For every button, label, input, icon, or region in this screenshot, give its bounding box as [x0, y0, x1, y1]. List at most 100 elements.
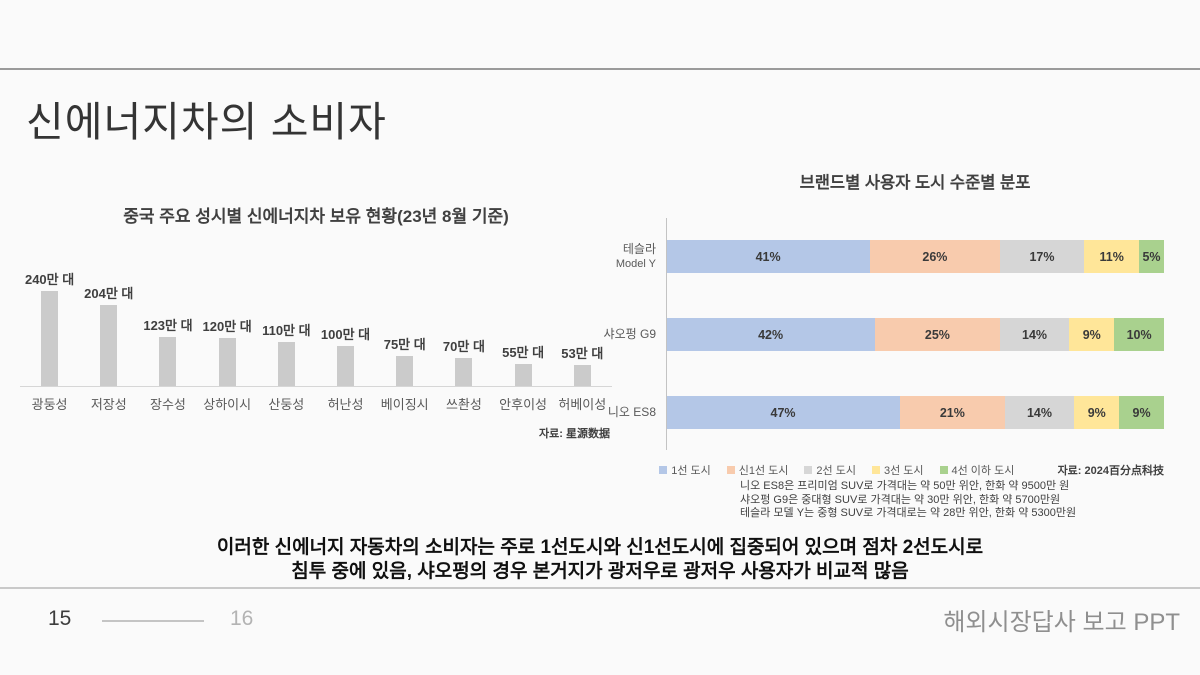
bar-column: 204만 대	[79, 283, 138, 386]
stacked-bar: 47% 21% 14% 9% 9%	[666, 396, 1164, 429]
legend-label: 4선 이하 도시	[951, 465, 1015, 477]
top-divider	[0, 68, 1200, 70]
axis-category-label: 광둥성	[31, 397, 68, 412]
bottom-divider	[0, 587, 1200, 589]
summary-line: 이러한 신에너지 자동차의 소비자는 주로 1선도시와 신1선도시에 집중되어 …	[216, 537, 984, 558]
province-bar	[514, 364, 532, 386]
bar-segment-1: 21%	[900, 396, 1005, 429]
bar-value-label: 204만 대	[84, 286, 134, 301]
axis-category-label: 베이징시	[380, 397, 429, 412]
bar-plot-area: 240만 대 204만 대 123만 대 120만 대 110만 대 100만 대 75만 …	[20, 230, 612, 386]
bar-segment-0: 42%	[666, 318, 876, 351]
axis-category-label: 허난성	[327, 397, 364, 412]
row-label: 샤오펑 G9	[576, 327, 666, 342]
province-bar	[159, 337, 177, 386]
row-label-line: 니오 ES8	[607, 405, 656, 419]
legend-label: 2선 도시	[816, 465, 856, 477]
row-label-subline: Model Y	[615, 257, 656, 270]
price-notes: 니오 ES8은 프리미엄 SUV로 가격대는 약 50만 위안, 한화 약 95…	[740, 480, 1076, 521]
bar-segment-1: 25%	[875, 318, 1000, 351]
bar-column: 120만 대	[198, 316, 257, 386]
legend-label: 1선 도시	[671, 465, 711, 477]
axis-category-label: 허베이성	[558, 397, 607, 412]
province-bar	[218, 338, 236, 386]
province-bar	[337, 346, 355, 386]
bar-column: 55만 대	[494, 342, 553, 386]
province-bar	[41, 291, 59, 386]
stacked-bar-row: 테슬라 Model Y 41% 26% 17% 11% 5%	[576, 240, 1164, 273]
bar-segment-4: 9%	[1119, 396, 1164, 429]
x-axis: 광둥성 저장성 장수성 상하이시 산둥성 허난성 베이징시 쓰촨성 안후이성 허베이성	[20, 386, 612, 413]
axis-category-label: 안후이성	[499, 397, 548, 412]
legend-label: 신1선 도시	[738, 465, 789, 477]
bar-column: 110만 대	[257, 320, 316, 386]
legend-swatch-icon	[804, 466, 813, 474]
stacked-bar-row: 샤오펑 G9 42% 25% 14% 9% 10%	[576, 318, 1164, 351]
bar-segment-1: 26%	[870, 240, 1000, 273]
bar-value-label: 240만 대	[24, 272, 75, 287]
bar-segment-4: 5%	[1139, 240, 1164, 273]
summary-line: 침투 중에 있음, 샤오펑의 경우 본거지가 광저우로 광저우 사용자가 비교적…	[291, 561, 909, 582]
bar-segment-3: 9%	[1074, 396, 1120, 429]
note-line: 테슬라 모델 Y는 중형 SUV로 가격대로는 약 28만 위안, 한화 약 5…	[740, 507, 1077, 519]
page-number-divider	[102, 620, 204, 622]
bar-column: 75만 대	[375, 334, 434, 386]
axis-category-label: 산둥성	[268, 397, 305, 412]
document-label: 해외시장답사 보고 PPT	[943, 609, 1180, 636]
axis-category-label: 장수성	[150, 397, 186, 412]
note-line: 샤오펑 G9은 중대형 SUV로 가격대는 약 30만 위안, 한화 약 570…	[740, 493, 1061, 506]
legend-swatch-icon	[726, 466, 735, 474]
axis-category-label: 쓰촨성	[445, 397, 482, 412]
legend-row: 1선 도시 신1선 도시 2선 도시 3선 도시 4선 이하 도시 자료: 2024百分…	[576, 462, 1164, 478]
legend-item: 신1선 도시	[726, 462, 789, 478]
row-label: 니오 ES8	[576, 405, 666, 420]
legend-swatch-icon	[939, 466, 948, 474]
page-number-next: 16	[230, 607, 254, 630]
bar-segment-2: 14%	[1004, 396, 1075, 429]
bar-value-label: 55만 대	[502, 345, 545, 360]
axis-category-label: 상하이시	[203, 397, 252, 412]
axis-category-label: 저장성	[90, 397, 127, 412]
legend-swatch-icon	[659, 466, 668, 474]
bar-value-label: 75만 대	[383, 337, 426, 352]
right-chart-title: 브랜드별 사용자 도시 수준별 분포	[799, 174, 1031, 192]
left-chart-source: 자료: 星源数据	[539, 428, 610, 440]
stacked-bar-row: 니오 ES8 47% 21% 14% 9% 9%	[576, 396, 1164, 429]
page-title: 신에너지차의 소비자	[26, 99, 387, 145]
province-bar	[455, 358, 473, 386]
stacked-bar: 41% 26% 17% 11% 5%	[666, 240, 1164, 273]
bar-column: 70만 대	[434, 336, 493, 386]
row-label-line: 테슬라	[622, 241, 656, 256]
bar-column: 100만 대	[316, 324, 375, 386]
bar-segment-0: 47%	[666, 396, 901, 429]
legend-item: 4선 이하 도시	[939, 462, 1015, 478]
left-chart-title: 중국 주요 성시별 신에너지차 보유 현황(23년 8월 기준)	[123, 207, 509, 226]
legend-label: 3선 도시	[883, 465, 924, 477]
bar-value-label: 110만 대	[262, 323, 311, 338]
bar-value-label: 123만 대	[143, 318, 193, 333]
bar-segment-3: 11%	[1084, 240, 1140, 273]
page-number-current: 15	[48, 607, 72, 630]
legend-item: 2선 도시	[804, 462, 856, 478]
brand-city-stacked-chart: 브랜드별 사용자 도시 수준별 분포 테슬라 Model Y 41% 26% 17% 11…	[576, 172, 1164, 478]
bar-segment-2: 17%	[999, 240, 1085, 273]
bar-value-label: 70만 대	[442, 339, 485, 354]
province-bar	[100, 305, 118, 386]
stacked-bar: 42% 25% 14% 9% 10%	[666, 318, 1164, 351]
bar-column: 123만 대	[138, 315, 197, 386]
bar-column: 240만 대	[20, 269, 79, 386]
bar-value-label: 100만 대	[320, 327, 371, 342]
bar-segment-4: 10%	[1114, 318, 1164, 351]
y-axis-line	[666, 218, 667, 450]
legend: 1선 도시 신1선 도시 2선 도시 3선 도시 4선 이하 도시	[616, 462, 1058, 478]
bar-value-label: 53만 대	[561, 346, 604, 361]
legend-swatch-icon	[871, 466, 880, 474]
right-chart-source: 자료: 2024百分点科技	[1057, 465, 1164, 477]
row-label: 테슬라 Model Y	[576, 242, 666, 272]
province-bar	[396, 356, 414, 386]
legend-item: 3선 도시	[871, 462, 924, 478]
summary-text: 이러한 신에너지 자동차의 소비자는 주로 1선도시와 신1선도시에 집중되어 …	[0, 536, 1200, 584]
province-bar	[573, 365, 591, 386]
row-label-line: 샤오펑 G9	[603, 327, 656, 341]
